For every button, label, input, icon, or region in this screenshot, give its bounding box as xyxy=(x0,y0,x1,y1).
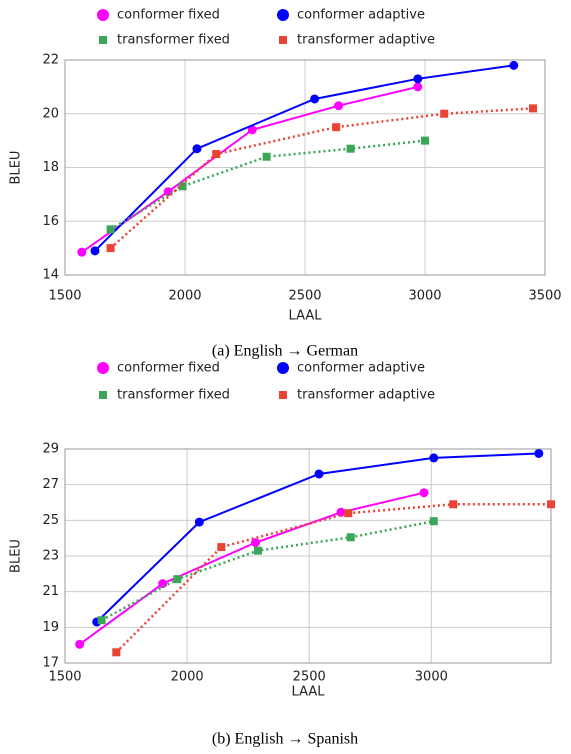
series-line xyxy=(109,139,426,231)
marker xyxy=(90,246,100,256)
marker xyxy=(346,144,355,153)
marker xyxy=(75,639,85,649)
x-tick-label: 1500 xyxy=(48,670,81,685)
y-tick-label: 21 xyxy=(42,584,59,599)
marker xyxy=(334,101,344,111)
marker xyxy=(346,533,355,542)
legend-label: transformer adaptive xyxy=(297,388,435,403)
x-tick-label: 1500 xyxy=(48,289,81,304)
legend-marker xyxy=(279,391,287,399)
marker xyxy=(344,509,353,518)
series-line xyxy=(109,107,534,250)
legend-label: conformer adaptive xyxy=(297,8,425,23)
marker xyxy=(262,152,271,161)
legend-marker xyxy=(99,36,107,44)
marker xyxy=(194,517,204,527)
y-axis-label: BLEU xyxy=(9,151,24,185)
x-tick-label: 2500 xyxy=(293,670,326,685)
x-tick-label: 2500 xyxy=(288,289,321,304)
y-tick-label: 29 xyxy=(42,442,59,457)
legend-label: conformer fixed xyxy=(117,361,220,376)
marker xyxy=(419,488,429,498)
marker xyxy=(314,469,324,479)
marker xyxy=(192,144,202,154)
marker xyxy=(77,247,87,257)
marker xyxy=(97,616,106,625)
series-line xyxy=(101,519,435,622)
y-tick-label: 17 xyxy=(42,656,59,671)
y-tick-label: 25 xyxy=(42,513,59,528)
y-tick-label: 18 xyxy=(42,160,59,175)
x-tick-label: 3000 xyxy=(408,289,441,304)
x-tick-label: 3000 xyxy=(415,670,448,685)
legend-label: transformer adaptive xyxy=(297,33,435,48)
marker xyxy=(253,546,262,555)
marker xyxy=(449,500,458,509)
plot-frame xyxy=(64,59,546,276)
marker xyxy=(247,125,257,135)
legend-marker xyxy=(277,9,289,21)
x-tick-label: 2000 xyxy=(171,670,204,685)
x-tick-label: 2000 xyxy=(168,289,201,304)
marker xyxy=(413,82,423,92)
legend-label: transformer fixed xyxy=(117,33,230,48)
x-axis-label: LAAL xyxy=(292,685,326,700)
marker xyxy=(217,543,226,552)
marker xyxy=(547,500,555,509)
y-tick-label: 22 xyxy=(42,53,59,68)
legend-marker xyxy=(99,391,107,399)
plot-frame xyxy=(64,448,552,664)
marker xyxy=(173,575,182,584)
series-line xyxy=(81,85,419,253)
marker xyxy=(413,74,423,84)
series-line xyxy=(96,452,539,623)
marker xyxy=(534,448,544,458)
marker xyxy=(429,517,438,526)
marker xyxy=(158,579,168,589)
series-line xyxy=(94,64,514,252)
marker xyxy=(112,648,121,657)
legend-label: transformer fixed xyxy=(117,388,230,403)
marker xyxy=(250,538,260,548)
x-axis-label: LAAL xyxy=(289,309,323,324)
caption: (a) English → German xyxy=(212,343,358,360)
marker xyxy=(529,104,537,113)
y-tick-label: 27 xyxy=(42,477,59,492)
x-tick-label: 3500 xyxy=(528,289,561,304)
marker xyxy=(106,244,115,253)
marker xyxy=(509,60,519,70)
marker xyxy=(106,225,115,234)
caption: (b) English → Spanish xyxy=(212,731,358,748)
marker xyxy=(178,182,187,191)
marker xyxy=(440,109,449,118)
legend-marker xyxy=(97,9,109,21)
marker xyxy=(332,123,341,132)
legend-label: conformer fixed xyxy=(117,8,220,23)
marker xyxy=(310,94,320,104)
y-tick-label: 14 xyxy=(42,268,59,283)
y-tick-label: 16 xyxy=(42,214,59,229)
marker xyxy=(421,136,429,145)
y-tick-label: 23 xyxy=(42,549,59,564)
legend-label: conformer adaptive xyxy=(297,361,425,376)
marker xyxy=(212,150,221,159)
legend-marker xyxy=(279,36,287,44)
series-line xyxy=(79,491,425,646)
marker xyxy=(429,453,439,463)
legend-marker xyxy=(97,362,109,374)
legend-marker xyxy=(277,362,289,374)
y-tick-label: 19 xyxy=(42,620,59,635)
y-tick-label: 20 xyxy=(42,106,59,121)
y-axis-label: BLEU xyxy=(9,539,24,573)
